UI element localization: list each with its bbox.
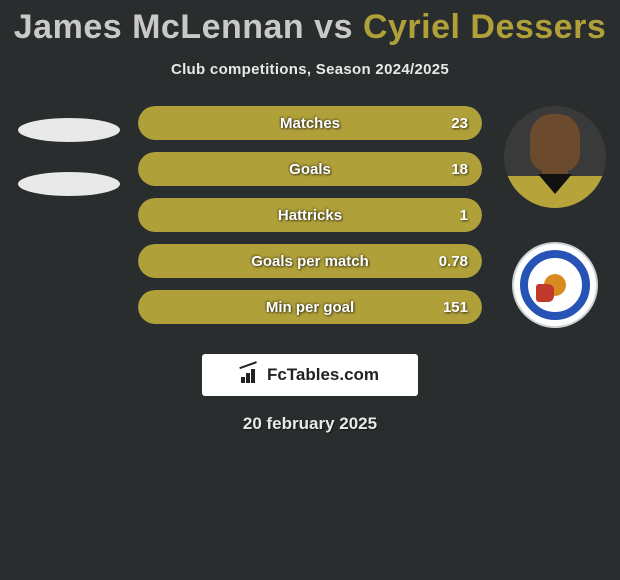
- stat-bar-label: Hattricks: [138, 198, 482, 232]
- stat-bar: Matches23: [138, 106, 482, 140]
- player2-club-crest: [512, 242, 598, 328]
- stat-bar: Goals per match0.78: [138, 244, 482, 278]
- snapshot-date: 20 february 2025: [0, 414, 620, 434]
- title-player2: Cyriel Dessers: [363, 8, 606, 46]
- stat-bar: Min per goal151: [138, 290, 482, 324]
- stat-bar-value: 151: [443, 290, 468, 324]
- title-player1: James McLennan: [14, 8, 304, 46]
- watermark-logo: FcTables.com: [202, 354, 418, 396]
- stat-bar-label: Min per goal: [138, 290, 482, 324]
- stat-bar-value: 0.78: [439, 244, 468, 278]
- chart-icon: [241, 367, 261, 383]
- left-placeholder-2: [18, 172, 120, 196]
- comparison-stage: Matches23 Goals18 Hattricks1 Goals per matc…: [0, 106, 620, 346]
- stat-bar-value: 23: [451, 106, 468, 140]
- stat-bars: Matches23 Goals18 Hattricks1 Goals per matc…: [138, 106, 482, 336]
- page-title: James McLennan vs Cyriel Dessers: [0, 0, 620, 47]
- stat-bar-value: 18: [451, 152, 468, 186]
- stat-bar: Hattricks1: [138, 198, 482, 232]
- stat-bar-label: Goals: [138, 152, 482, 186]
- stat-bar: Goals18: [138, 152, 482, 186]
- subtitle: Club competitions, Season 2024/2025: [0, 61, 620, 78]
- stat-bar-value: 1: [460, 198, 468, 232]
- stat-bar-label: Goals per match: [138, 244, 482, 278]
- left-placeholder-1: [18, 118, 120, 142]
- stat-bar-label: Matches: [138, 106, 482, 140]
- title-vs: vs: [314, 8, 353, 46]
- watermark-text: FcTables.com: [267, 365, 379, 385]
- player2-avatar: [504, 106, 606, 208]
